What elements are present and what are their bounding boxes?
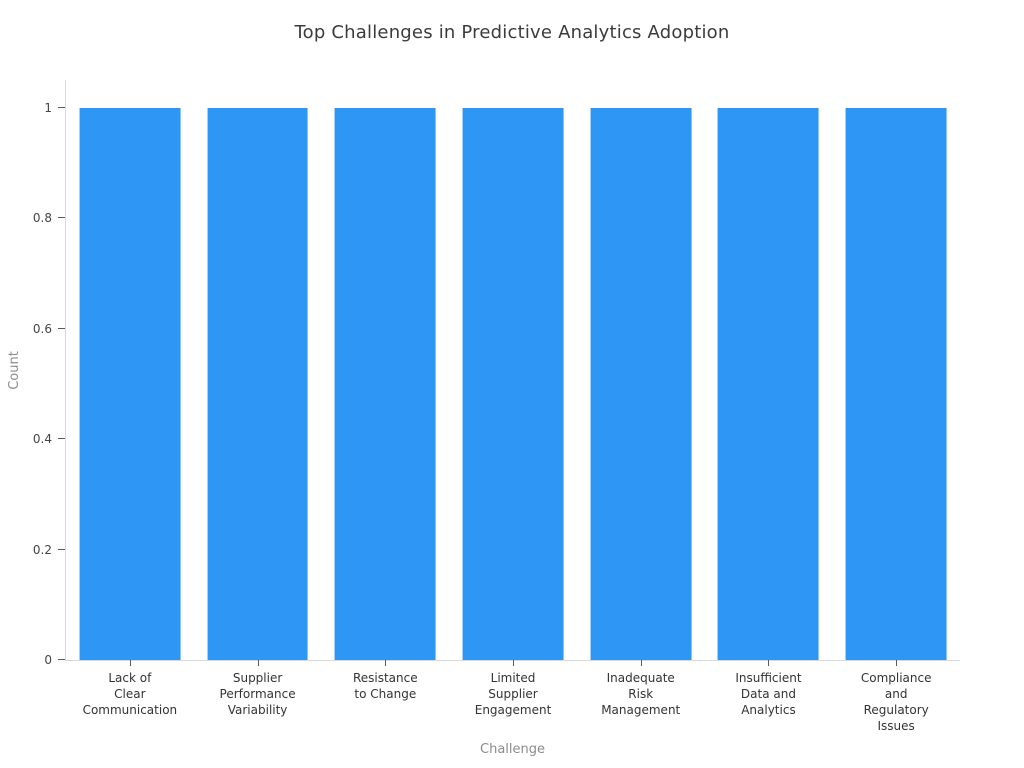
bars-row: Lack of Clear Communication Supplier Perf… [66,80,960,733]
bar-slot: Inadequate Risk Management [577,80,705,717]
x-tick-label: Insufficient Data and Analytics [735,671,802,717]
x-tick-mark [768,660,770,666]
x-tick-label: Resistance to Change [352,671,418,701]
x-tick-mark [640,660,642,666]
x-tick-label: Inadequate Risk Management [601,671,681,717]
y-tick-label: 0 [44,653,52,667]
x-tick-mark [129,660,131,666]
x-tick-mark [513,660,515,666]
y-axis-label-wrap: Count [0,80,28,661]
bar [334,108,436,660]
y-tick-mark [58,438,65,439]
x-tick-mark [257,660,259,666]
y-tick-mark [58,328,65,329]
y-tick-mark [58,217,65,218]
bar [207,108,309,660]
bar [845,108,947,660]
x-tick-label: Compliance and Regulatory Issues [860,671,932,733]
y-tick-label: 0.8 [32,211,52,225]
y-tick-mark [58,107,65,108]
plot-area: 0 0.2 0.4 0.6 0.8 1 Lack of Clear Communicati… [33,80,960,733]
y-tick-label: 0.4 [32,432,52,446]
bar [79,108,181,660]
x-tick-mark [896,660,898,666]
chart-title: Top Challenges in Predictive Analytics A… [294,22,730,43]
y-tick-label: 0.6 [32,322,52,336]
bar [718,108,819,660]
y-axis-label: Count [6,351,22,390]
bar-slot: Limited Supplier Engagement [449,80,577,717]
x-tick-label: Supplier Performance Variability [219,671,296,717]
bar-slot: Compliance and Regulatory Issues [832,80,960,733]
bar-slot: Lack of Clear Communication [66,80,194,717]
x-tick-mark [385,660,387,666]
y-tick-label: 0.2 [32,543,52,557]
y-tick-label: 1 [44,101,52,115]
x-tick-label: Lack of Clear Communication [82,671,178,717]
bar-slot: Insufficient Data and Analytics [705,80,833,717]
y-tick-mark [58,659,65,660]
x-tick-label: Limited Supplier Engagement [474,671,552,717]
bar-slot: Supplier Performance Variability [194,80,322,717]
bar [590,108,692,660]
bar-slot: Resistance to Change [321,80,449,701]
x-axis-label: Challenge [480,742,545,757]
y-tick-mark [58,549,65,550]
bar [462,108,564,660]
